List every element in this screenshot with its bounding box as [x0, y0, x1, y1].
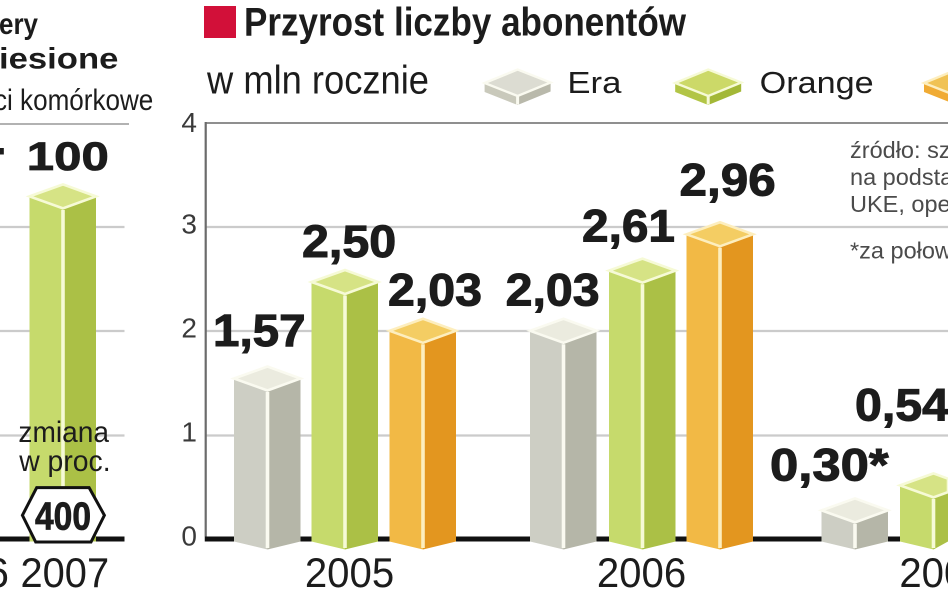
svg-text:Era: Era — [567, 65, 622, 100]
svg-text:400: 400 — [35, 496, 91, 539]
svg-text:2,61: 2,61 — [582, 200, 675, 251]
svg-text:0,30*: 0,30* — [770, 439, 889, 490]
svg-text:2007: 2007 — [899, 549, 948, 593]
svg-text:100: 100 — [27, 135, 109, 179]
svg-text:4: 4 — [181, 107, 197, 138]
svg-text:ci komórkowe: ci komórkowe — [0, 84, 153, 117]
svg-text:0: 0 — [181, 521, 197, 552]
svg-text:2005: 2005 — [305, 549, 394, 593]
svg-text:1: 1 — [181, 417, 197, 448]
svg-text:w mln rocznie: w mln rocznie — [206, 58, 429, 102]
svg-text:2006: 2006 — [0, 549, 9, 593]
svg-text:na podstawie: na podstawie — [850, 164, 948, 190]
svg-text:·: · — [0, 127, 9, 176]
svg-text:1,57: 1,57 — [213, 305, 306, 356]
svg-text:*za połowę roku: *za połowę roku — [850, 238, 948, 264]
svg-text:2: 2 — [181, 313, 197, 344]
svg-text:źródło: szacunki: źródło: szacunki — [850, 137, 948, 163]
svg-text:w proc.: w proc. — [18, 445, 110, 478]
svg-text:iesione: iesione — [0, 43, 118, 76]
svg-text:3: 3 — [181, 209, 197, 240]
svg-text:2007: 2007 — [21, 549, 110, 593]
svg-text:ery: ery — [0, 8, 38, 41]
svg-text:0,54: 0,54 — [855, 379, 948, 430]
svg-text:2,03: 2,03 — [388, 265, 482, 316]
svg-text:UKE, operatorzy: UKE, operatorzy — [850, 191, 948, 217]
svg-text:Orange: Orange — [760, 65, 874, 100]
svg-text:2,03: 2,03 — [506, 265, 600, 316]
svg-text:2,96: 2,96 — [680, 154, 776, 205]
svg-text:Przyrost liczby abonentów: Przyrost liczby abonentów — [244, 1, 687, 45]
svg-text:2006: 2006 — [597, 549, 686, 593]
svg-text:zmiana: zmiana — [18, 416, 109, 449]
svg-text:2,50: 2,50 — [302, 216, 396, 267]
